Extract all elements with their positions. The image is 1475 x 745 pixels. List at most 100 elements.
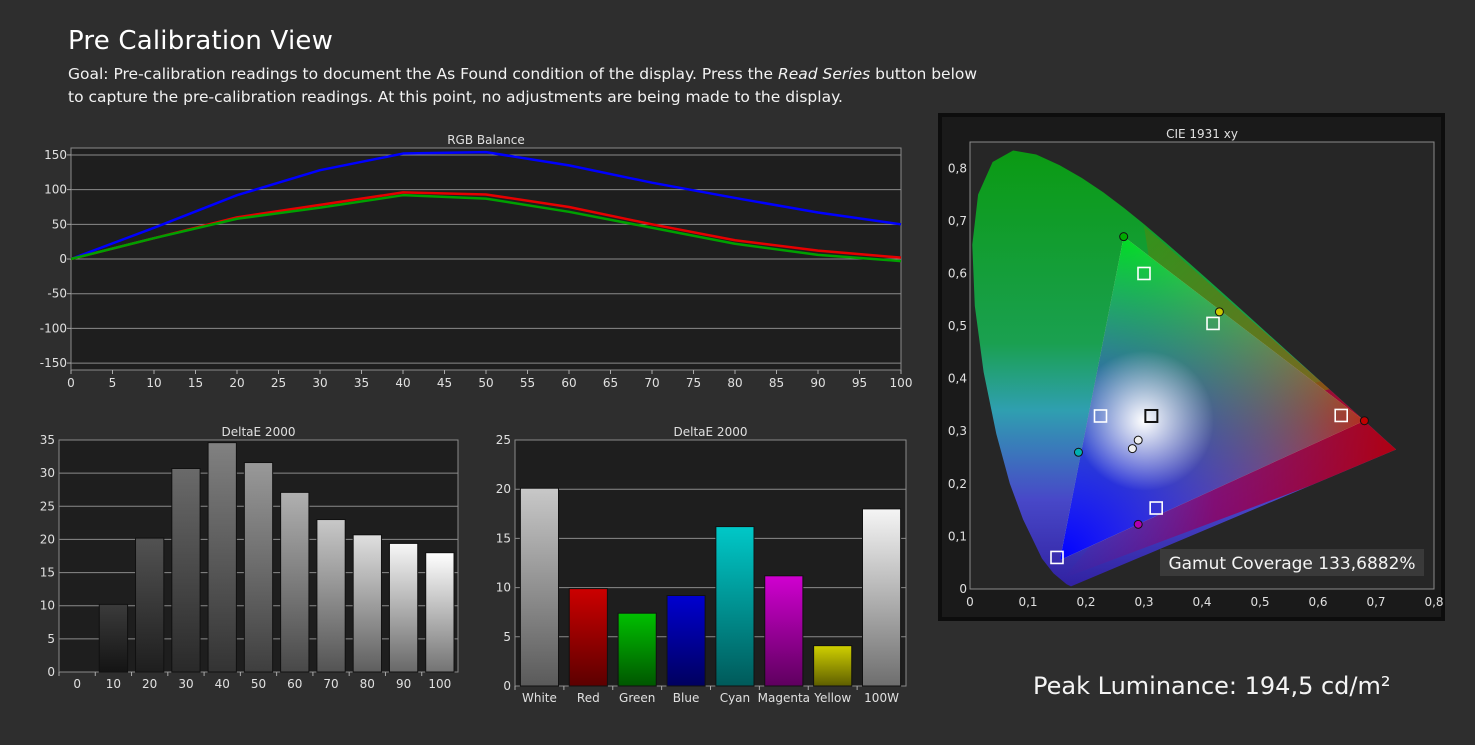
bar-chart-title: DeltaE 2000 — [674, 425, 748, 439]
y-tick-label: 10 — [40, 599, 55, 613]
x-tick-label: 100 — [428, 677, 451, 691]
bar-magenta — [764, 575, 804, 687]
bar-50 — [243, 462, 274, 673]
measured-cyan — [1073, 447, 1083, 457]
y-tick-label: 50 — [52, 217, 67, 231]
measured-yellow — [1214, 307, 1224, 317]
bar-100w — [862, 508, 902, 687]
x-tick-label: 20 — [142, 677, 157, 691]
x-tick-label: 40 — [395, 376, 410, 390]
rgb-balance-title: RGB Balance — [447, 133, 525, 147]
x-tick-label: 100W — [864, 691, 899, 705]
x-tick-label: 0 — [67, 376, 75, 390]
bar-90 — [388, 542, 419, 673]
cie-chart-group: 0 0,1 0,2 0,3 0,4 0,5 0,6 0,7 0,8 0,8 0,7 0,6 0,5 0,4… — [938, 113, 1445, 621]
x-tick-label: 60 — [561, 376, 576, 390]
x-tick-label: 85 — [769, 376, 784, 390]
x-tick-label: 50 — [478, 376, 493, 390]
target-yellow — [1206, 316, 1220, 331]
x-tick-label: 0,6 — [1308, 595, 1327, 609]
read-series-emphasis: Read Series — [777, 65, 871, 83]
target-magenta — [1149, 501, 1163, 515]
x-tick-label: 20 — [229, 376, 244, 390]
x-tick-label: 0,4 — [1192, 595, 1211, 609]
bar-cyan — [715, 526, 755, 687]
measured-green — [1119, 232, 1129, 242]
bar-green — [617, 612, 657, 687]
y-tick-label: 25 — [40, 499, 55, 513]
target-blue — [1050, 550, 1064, 565]
x-tick-label: 0,8 — [1424, 595, 1443, 609]
x-tick-label: 80 — [727, 376, 742, 390]
x-tick-label: 0 — [966, 595, 974, 609]
target-red — [1334, 408, 1348, 423]
y-tick-label: 100 — [44, 183, 67, 197]
x-tick-label: 50 — [251, 677, 266, 691]
bar-blue — [666, 594, 706, 687]
bar-white — [519, 487, 559, 687]
deltae-colors-chart: 25 20 15 10 5 0 DeltaE 2000 White Red Green Blue Cy… — [496, 425, 907, 705]
x-tick-label: 70 — [644, 376, 659, 390]
bar-20 — [135, 537, 165, 673]
y-tick-label: 0,4 — [948, 372, 967, 386]
x-tick-label: 40 — [215, 677, 230, 691]
x-tick-label: 70 — [323, 677, 338, 691]
rgb-series-line-2 — [70, 193, 902, 263]
x-tick-label: Cyan — [720, 691, 750, 705]
bar-100 — [425, 552, 455, 673]
bar-70 — [316, 519, 346, 673]
y-tick-label: 35 — [40, 433, 55, 447]
y-tick-label: 20 — [496, 482, 511, 496]
y-tick-label: 15 — [496, 531, 511, 545]
measured-white — [1133, 435, 1143, 445]
y-tick-label: 0,7 — [948, 214, 967, 228]
bar-30 — [171, 468, 201, 673]
target-cyan — [1093, 409, 1108, 423]
y-tick-label: 0,3 — [948, 424, 967, 438]
x-tick-label: 25 — [271, 376, 286, 390]
y-tick-label: 0,6 — [948, 266, 967, 280]
x-tick-label: 0,7 — [1366, 595, 1385, 609]
rgb-series-line-0 — [70, 150, 902, 261]
bar-red — [568, 588, 608, 687]
x-tick-label: Green — [619, 691, 655, 705]
goal-text: Goal: Pre-calibration readings to docume… — [68, 65, 978, 106]
y-tick-label: -50 — [47, 287, 67, 301]
x-tick-label: 30 — [312, 376, 327, 390]
x-tick-label: 45 — [437, 376, 452, 390]
x-tick-label: 0 — [73, 677, 81, 691]
x-tick-label: 35 — [354, 376, 369, 390]
y-tick-label: 0 — [47, 665, 55, 679]
x-tick-label: 80 — [360, 677, 375, 691]
x-tick-label: 90 — [810, 376, 825, 390]
x-tick-label: 10 — [146, 376, 161, 390]
x-tick-label: Red — [577, 691, 600, 705]
bar-60 — [280, 491, 310, 673]
x-tick-label: 0,1 — [1018, 595, 1037, 609]
gamut-coverage-box — [1160, 549, 1424, 576]
bar-10 — [98, 603, 129, 673]
y-tick-label: 5 — [47, 632, 55, 646]
measured-magenta — [1133, 519, 1143, 529]
y-tick-label: 0 — [503, 679, 511, 693]
measured-red — [1359, 416, 1369, 426]
x-tick-label: 0,2 — [1076, 595, 1095, 609]
y-tick-label: 25 — [496, 433, 511, 447]
x-tick-label: 90 — [396, 677, 411, 691]
x-tick-label: 95 — [852, 376, 867, 390]
y-tick-label: 5 — [503, 630, 511, 644]
x-tick-label: 10 — [106, 677, 121, 691]
x-tick-label: Magenta — [758, 691, 810, 705]
cie-title: CIE 1931 xy — [1166, 127, 1238, 141]
peak-luminance: Peak Luminance: 194,5 cd/m² — [1033, 672, 1391, 700]
x-tick-label: 0,3 — [1134, 595, 1153, 609]
x-tick-label: White — [522, 691, 557, 705]
y-tick-label: -100 — [40, 321, 67, 335]
y-tick-label: 30 — [40, 466, 55, 480]
x-tick-label: 75 — [686, 376, 701, 390]
y-tick-label: 0 — [59, 252, 67, 266]
y-tick-label: 15 — [40, 566, 55, 580]
bar-chart-title: DeltaE 2000 — [222, 425, 296, 439]
